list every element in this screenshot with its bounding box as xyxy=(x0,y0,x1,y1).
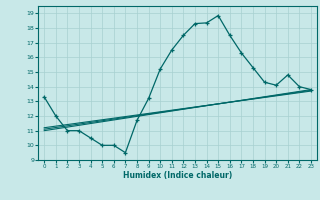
X-axis label: Humidex (Indice chaleur): Humidex (Indice chaleur) xyxy=(123,171,232,180)
